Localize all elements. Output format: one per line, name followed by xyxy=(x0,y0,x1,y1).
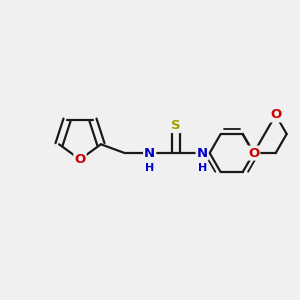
Text: H: H xyxy=(197,163,207,172)
Text: H: H xyxy=(145,163,154,172)
Text: N: N xyxy=(196,146,208,160)
Text: O: O xyxy=(270,108,281,122)
Text: O: O xyxy=(248,146,259,160)
Text: O: O xyxy=(74,153,86,166)
Text: S: S xyxy=(171,119,181,132)
Text: N: N xyxy=(144,146,155,160)
